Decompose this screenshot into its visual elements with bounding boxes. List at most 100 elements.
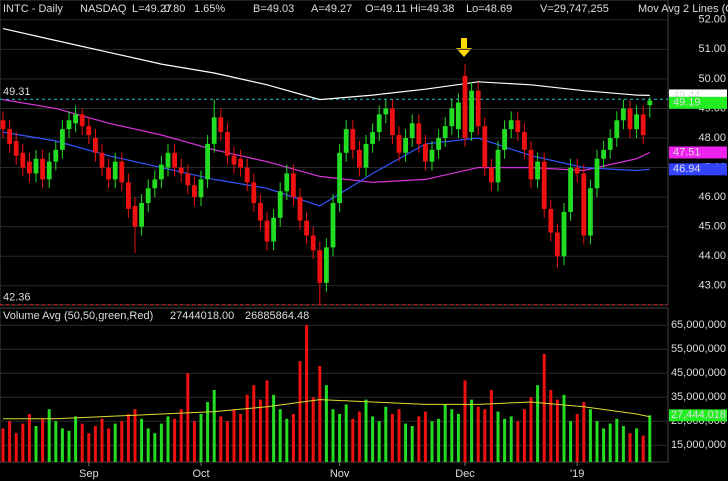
candle-body (271, 217, 276, 242)
x-tick-label: '19 (570, 468, 584, 480)
volume-bar (509, 416, 513, 462)
y-tick-label: 65,000,000 (671, 319, 726, 331)
y-tick-label: 44.00 (698, 250, 726, 262)
candle-body (594, 158, 600, 189)
candle-body (555, 232, 560, 257)
candle-body (277, 191, 283, 218)
candle-body (390, 108, 395, 136)
y-tick-label: 43.00 (698, 280, 726, 292)
candle-body (376, 114, 382, 133)
price-tag (669, 163, 727, 176)
candle-body (495, 149, 501, 183)
candle-body (291, 173, 296, 198)
volume-bar (298, 361, 302, 462)
volume-bar (483, 409, 487, 462)
volume-bar (331, 409, 335, 462)
volume-average-line (3, 399, 650, 420)
volume-bar (569, 421, 573, 462)
volume-bar (384, 406, 388, 462)
y-tick-label: 46.00 (698, 191, 726, 203)
volume-bar (258, 399, 262, 462)
candle-body (205, 143, 210, 180)
candle-body (198, 179, 204, 198)
volume-bar (41, 418, 45, 462)
candle-body (53, 149, 59, 162)
volume-bar (588, 409, 592, 462)
candle-body (185, 173, 191, 186)
candle-body (614, 120, 620, 139)
volume-bar (529, 397, 533, 462)
candle-body (403, 138, 408, 153)
volume-bar (456, 414, 460, 462)
volume-stat: 27444018.00 (170, 310, 234, 322)
volume-bar (404, 423, 408, 462)
candle-body (601, 149, 606, 159)
candle-body (489, 167, 494, 183)
candle-body (93, 138, 98, 153)
candle-body (172, 152, 177, 168)
volume-bar (390, 414, 394, 462)
candle-body (541, 161, 547, 209)
candle-body (574, 167, 580, 174)
candle-body (396, 135, 402, 153)
candle-body (357, 149, 362, 168)
candle-body (581, 173, 587, 236)
volume-bar (21, 423, 25, 462)
candle-body (343, 129, 349, 153)
volume-bar (272, 394, 276, 462)
price-tag-label: 47.51 (673, 146, 701, 158)
candle-body (535, 161, 540, 180)
y-tick-label: 45.00 (698, 221, 726, 233)
candle-body (423, 143, 428, 162)
volume-bar (602, 428, 606, 462)
volume-bar (489, 390, 493, 462)
candle-body (350, 129, 356, 150)
volume-bar (608, 423, 612, 462)
price-tag-label: 49.19 (673, 97, 701, 109)
volume-bar (212, 390, 216, 462)
candle-body (627, 108, 633, 130)
volume-bar (351, 418, 355, 462)
volume-bar (80, 423, 84, 462)
volume-bar (311, 397, 315, 462)
volume-bar (245, 394, 249, 462)
candle-body (409, 123, 415, 139)
header-text: 1.65% (194, 3, 225, 15)
price-tag-label: 46.94 (673, 163, 701, 175)
header-text: 0.80 (164, 3, 185, 15)
volume-bar (575, 414, 579, 462)
volume-bar (549, 390, 553, 462)
volume-bar (582, 402, 586, 462)
candle-body (86, 126, 92, 136)
volume-bar (133, 409, 137, 462)
candle-body (588, 188, 593, 236)
volume-bar (430, 421, 434, 462)
candle-body (192, 185, 197, 198)
candle-body (79, 114, 85, 127)
volume-tag (669, 409, 727, 422)
volume-bar (107, 428, 111, 462)
volume-bar (615, 418, 619, 462)
candle-body (462, 75, 468, 139)
volume-bar (278, 409, 282, 462)
candle-body (218, 117, 224, 133)
price-tag (669, 96, 727, 109)
volume-bar (140, 418, 144, 462)
volume-bar (173, 418, 177, 462)
volume-bar (305, 325, 309, 462)
volume-bar (67, 430, 71, 462)
candle-body (515, 120, 521, 133)
candle-body (145, 188, 151, 204)
volume-bar (252, 385, 256, 462)
header-text: B=49.03 (253, 3, 294, 15)
y-tick-label: 15,000,000 (671, 439, 726, 451)
candle-body (211, 117, 217, 144)
volume-bar (60, 428, 64, 462)
candle-body (621, 108, 626, 121)
volume-bar (397, 409, 401, 462)
volume-bar (219, 416, 223, 462)
volume-bar (522, 409, 526, 462)
candle-body (73, 114, 78, 124)
volume-bar (443, 404, 447, 462)
volume-bar (126, 414, 130, 462)
